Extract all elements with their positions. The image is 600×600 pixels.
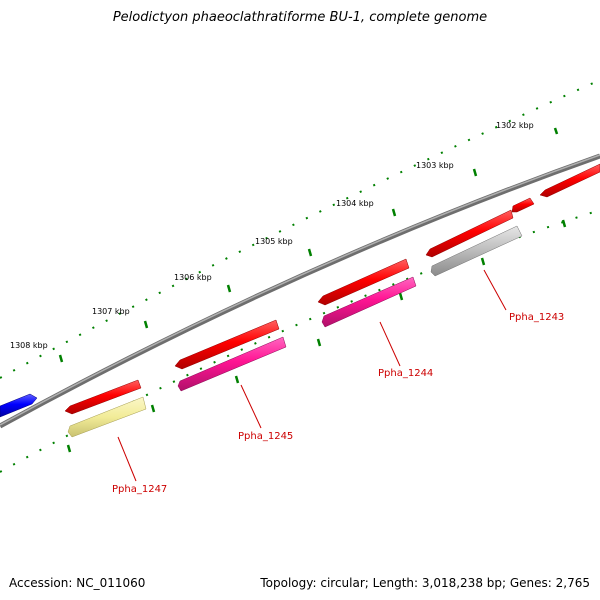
kbp-label-1304: 1304 kbp: [336, 199, 374, 208]
major-tick: [398, 292, 404, 301]
major-tick: [391, 208, 397, 217]
major-tick: [316, 338, 322, 347]
major-tick: [480, 257, 486, 266]
gene-feature-1[interactable]: [539, 163, 600, 198]
gene-label-ppha-1245[interactable]: Ppha_1245: [238, 431, 293, 442]
gene-label-ppha-1244[interactable]: Ppha_1244: [378, 368, 433, 379]
kbp-label-1302: 1302 kbp: [496, 121, 534, 130]
gene-feature-6[interactable]: [64, 379, 142, 415]
gene-feature-3[interactable]: [425, 209, 514, 258]
major-tick: [307, 248, 313, 257]
major-tick: [553, 127, 559, 135]
callout-line-ppha-1243: [483, 269, 507, 311]
gene-ppha-1243[interactable]: [430, 225, 523, 277]
major-tick: [561, 219, 567, 228]
gene-label-ppha-1243[interactable]: Ppha_1243: [509, 312, 564, 323]
callout-line-ppha-1244: [379, 321, 401, 367]
gene-feature-2[interactable]: [511, 197, 535, 213]
genome-backbone: [0, 153, 600, 429]
kbp-label-1303: 1303 kbp: [416, 161, 454, 170]
gene-label-ppha-1247[interactable]: Ppha_1247: [112, 484, 167, 495]
major-tick: [58, 354, 64, 363]
accession-text: Accession: NC_011060: [9, 576, 146, 590]
major-tick: [150, 404, 156, 413]
topology-text: Topology: circular; Length: 3,018,238 bp…: [260, 576, 590, 590]
major-tick: [226, 284, 232, 293]
gene-feature-7[interactable]: [0, 393, 38, 418]
kbp-label-1305: 1305 kbp: [255, 237, 293, 246]
kbp-label-1307: 1307 kbp: [92, 307, 130, 316]
major-tick: [143, 320, 149, 329]
callout-line-ppha-1245: [240, 384, 262, 429]
gene-feature-4[interactable]: [317, 258, 410, 306]
gene-ppha-1247[interactable]: [67, 396, 147, 438]
major-tick: [472, 168, 478, 177]
major-tick: [234, 375, 240, 384]
gene-ppha-1245[interactable]: [177, 336, 287, 392]
map-title: Pelodictyon phaeoclathratiforme BU-1, co…: [112, 10, 488, 25]
major-tick: [66, 444, 72, 453]
gene-ppha-1244[interactable]: [321, 276, 417, 328]
inner-tick-ring: [0, 209, 600, 473]
kbp-label-1306: 1306 kbp: [174, 273, 212, 282]
callout-line-ppha-1247: [117, 436, 137, 482]
genome-backbone-highlight: [0, 154, 600, 426]
gene-feature-5[interactable]: [174, 319, 280, 370]
kbp-label-1308: 1308 kbp: [10, 341, 48, 350]
